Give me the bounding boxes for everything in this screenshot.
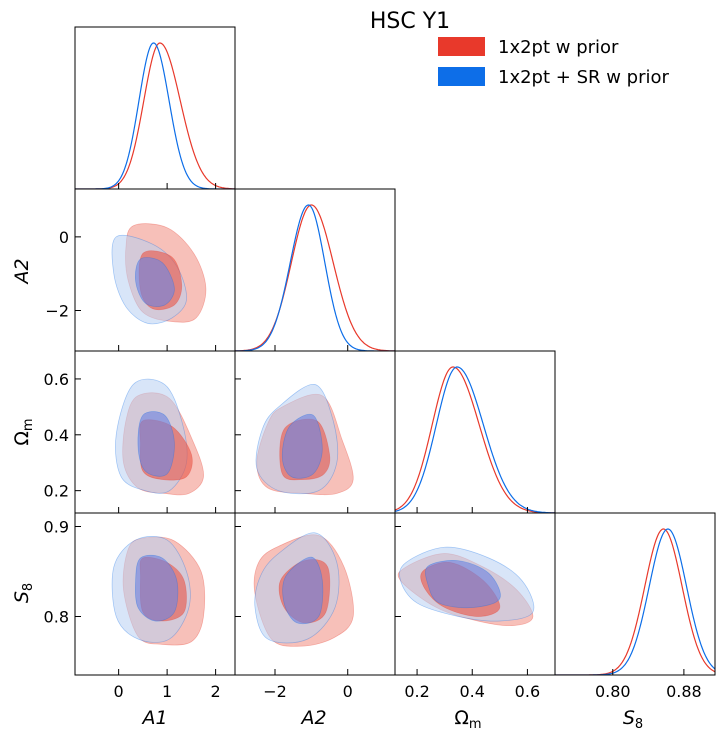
y-tick-label-omega-m: 0.6	[44, 370, 69, 389]
marginal-curve-a2-1x2pt-w-prior	[235, 204, 395, 351]
x-tick-label-omega-m: 0.2	[404, 682, 429, 701]
y-label-a2: A2	[11, 258, 33, 285]
x-tick-label-a2: −2	[263, 682, 287, 701]
panel-frame-omega-m-omega-m	[394, 350, 556, 514]
y-label-s8: S8	[11, 583, 36, 603]
y-label-omega-main: Ω	[11, 431, 33, 446]
contour-inner-a1-a2-1x2pt-sr-w-prior	[135, 257, 175, 307]
panel-a2-omega-m	[255, 384, 354, 496]
marginal-curve-s8-1x2pt-sr-w-prior	[555, 528, 715, 675]
y-tick-label-s8: 0.9	[44, 518, 69, 537]
x-tick-label-omega-m: 0.6	[515, 682, 540, 701]
x-tick-label-s8: 0.80	[595, 682, 631, 701]
x-tick-label-a1: 1	[162, 682, 172, 701]
x-label-omega-main: Ω	[454, 707, 469, 729]
y-tick-label-a2: 0	[59, 228, 69, 247]
y-label-s8-sub: 8	[21, 583, 36, 591]
y-tick-label-a2: −2	[45, 302, 69, 321]
x-label-omega-sub: m	[469, 717, 482, 732]
contour-inner-a2-s8-1x2pt-sr-w-prior	[282, 556, 324, 625]
panel-omega-m-s8	[397, 546, 535, 627]
contour-inner-a2-omega-m-1x2pt-sr-w-prior	[281, 413, 323, 479]
panel-omega-m-omega-m	[395, 366, 555, 513]
panel-frame-a2-a2	[234, 188, 396, 352]
marginal-curve-a2-1x2pt-sr-w-prior	[235, 204, 395, 351]
marginal-curve-s8-1x2pt-w-prior	[555, 528, 715, 675]
figure-title: HSC Y1	[370, 9, 450, 34]
legend-swatch-1x2pt	[438, 37, 485, 56]
contour-inner-a1-omega-m-1x2pt-sr-w-prior	[137, 411, 175, 477]
marginal-curve-a1-1x2pt-sr-w-prior	[75, 42, 235, 189]
y-label-omega-m: Ωm	[11, 418, 36, 445]
contour-inner-omega-m-s8-1x2pt-sr-w-prior	[425, 560, 501, 609]
x-label-s8-sub: 8	[635, 717, 643, 732]
x-label-omega-m: Ωm	[454, 707, 481, 732]
panel-a2-s8	[253, 532, 354, 647]
x-label-a1: A1	[140, 707, 167, 729]
x-tick-label-a2: 0	[343, 682, 353, 701]
contour-inner-a1-s8-1x2pt-sr-w-prior	[134, 554, 179, 622]
x-tick-label-omega-m: 0.4	[460, 682, 485, 701]
x-tick-label-a1: 0	[114, 682, 124, 701]
x-tick-label-a1: 2	[211, 682, 221, 701]
panel-a1-omega-m	[115, 378, 204, 496]
legend-label-1x2pt: 1x2pt w prior	[498, 37, 619, 58]
legend: 1x2pt w prior 1x2pt + SR w prior	[438, 37, 670, 88]
x-tick-label-s8: 0.88	[666, 682, 702, 701]
panel-a1-a1	[75, 42, 235, 189]
y-tick-label-omega-m: 0.2	[44, 482, 69, 501]
x-label-s8-main: S	[623, 707, 635, 729]
x-label-a2: A2	[299, 707, 326, 729]
y-label-s8-main: S	[11, 591, 33, 603]
marginal-curve-omega-m-1x2pt-w-prior	[395, 366, 555, 513]
panel-a1-a2	[111, 223, 207, 325]
marginal-curve-a1-1x2pt-w-prior	[75, 42, 235, 189]
legend-label-1x2pt-sr: 1x2pt + SR w prior	[498, 67, 670, 88]
axis-labels: A1 A2 Ωm S8 A2 Ωm S8	[11, 258, 643, 732]
x-label-s8: S8	[623, 707, 643, 732]
panel-a2-a2	[235, 204, 395, 351]
y-label-omega-sub: m	[21, 418, 36, 431]
panel-s8-s8	[555, 528, 715, 675]
panel-frame-s8-s8	[554, 512, 716, 676]
y-tick-label-s8: 0.8	[44, 608, 69, 627]
panels-layer	[75, 42, 715, 675]
legend-swatch-1x2pt-sr	[438, 67, 485, 86]
frames-layer: 0 1 2 −2 0 0.2 0.4 0.6 0.80 0.88 −2 0 0.2 0.4 0.6 0.8 0.…	[44, 26, 716, 701]
panel-a1-s8	[111, 536, 206, 646]
y-tick-label-omega-m: 0.4	[44, 426, 69, 445]
marginal-curve-omega-m-1x2pt-sr-w-prior	[395, 366, 555, 513]
